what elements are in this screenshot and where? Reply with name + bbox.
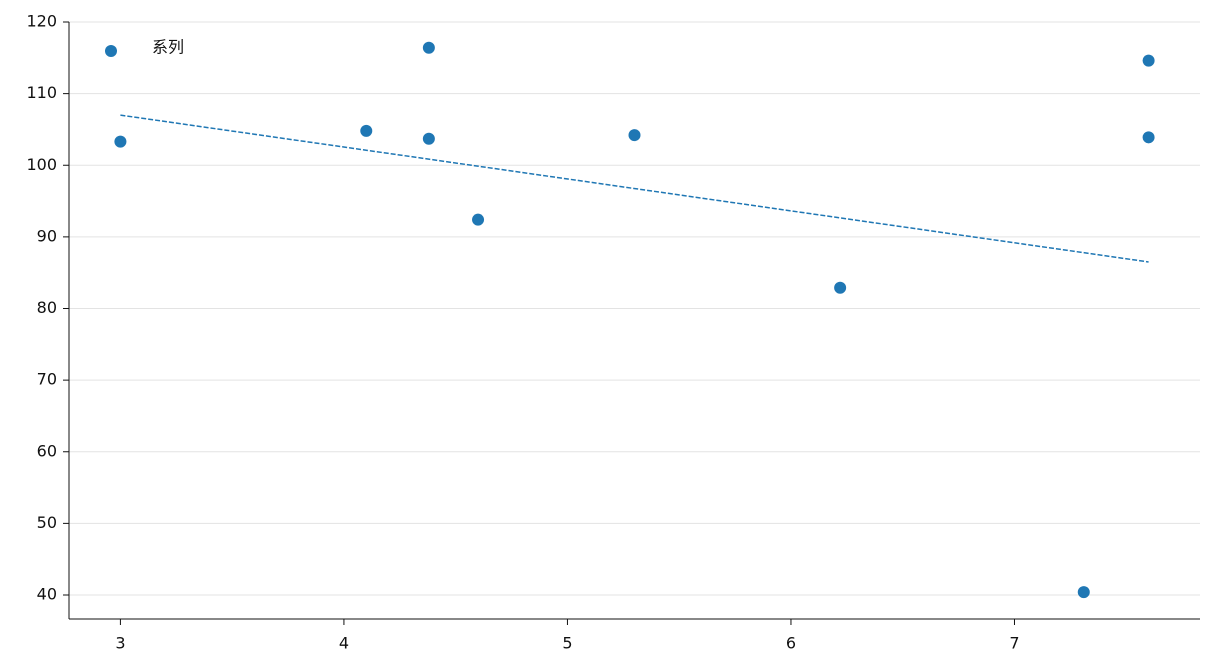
y-tick-label: 60 [37, 441, 57, 460]
point [1142, 131, 1155, 144]
point [1077, 586, 1090, 599]
y-tick-label: 40 [37, 585, 57, 604]
point [422, 41, 435, 54]
point [628, 129, 641, 142]
point [114, 135, 127, 148]
trend-line [120, 114, 1149, 263]
y-tick-label: 100 [26, 155, 57, 174]
y-tick-label: 70 [37, 370, 57, 389]
x-tick-label: 7 [1009, 634, 1019, 653]
x-tick-label: 6 [786, 634, 796, 653]
point [360, 124, 373, 137]
legend-label: 系列 [152, 38, 184, 57]
point [422, 132, 435, 145]
y-tick-label: 90 [37, 226, 57, 245]
y-tick-label: 50 [37, 513, 57, 532]
point [834, 281, 847, 294]
y-tick-label: 120 [26, 12, 57, 31]
x-tick-label: 5 [562, 634, 572, 653]
x-tick-label: 4 [339, 634, 349, 653]
legend-marker [105, 45, 117, 57]
x-tick-label: 3 [115, 634, 125, 653]
y-tick-label: 110 [26, 83, 57, 102]
y-tick-label: 80 [37, 298, 57, 317]
point [1142, 54, 1155, 67]
point [472, 213, 485, 226]
